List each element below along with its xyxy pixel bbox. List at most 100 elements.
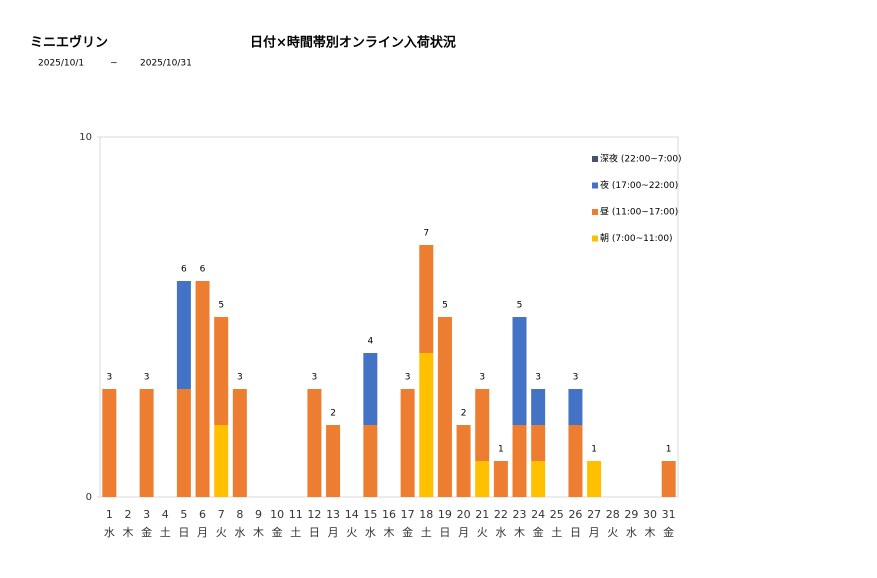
bar-segment: [102, 389, 117, 497]
total-label: 3: [312, 373, 318, 383]
x-tick-label: 24: [531, 508, 545, 521]
bar-segment: [307, 389, 322, 497]
bar-segment: [661, 461, 676, 497]
x-weekday-label: 木: [384, 526, 395, 539]
y-tick-label: 0: [86, 492, 92, 503]
y-tick-label: 10: [79, 132, 92, 143]
x-weekday-label: 月: [589, 526, 600, 539]
x-tick-label: 19: [438, 508, 452, 521]
date-from: 2025/10/1: [38, 59, 84, 69]
x-weekday-label: 月: [197, 526, 208, 539]
x-weekday-label: 土: [290, 526, 301, 539]
total-label: 3: [535, 373, 541, 383]
x-tick-label: 29: [624, 508, 638, 521]
x-weekday-label: 水: [495, 526, 506, 539]
legend-swatch: [592, 182, 598, 189]
x-tick-label: 7: [218, 508, 225, 521]
x-tick-label: 16: [382, 508, 396, 521]
x-weekday-label: 木: [122, 526, 133, 539]
bar-segment: [363, 353, 378, 425]
bar-segment: [139, 389, 154, 497]
x-tick-label: 5: [180, 508, 187, 521]
x-weekday-label: 土: [160, 526, 171, 539]
x-weekday-label: 火: [346, 526, 357, 539]
total-label: 3: [405, 373, 411, 383]
x-weekday-label: 火: [216, 526, 227, 539]
bar-segment: [456, 425, 471, 497]
x-weekday-label: 水: [104, 526, 115, 539]
x-weekday-label: 水: [365, 526, 376, 539]
legend-swatch: [592, 209, 598, 215]
x-tick-label: 26: [568, 508, 582, 521]
total-label: 2: [330, 409, 336, 419]
total-label: 4: [367, 337, 373, 347]
x-weekday-label: 土: [551, 526, 562, 539]
x-tick-label: 11: [289, 508, 303, 521]
total-label: 6: [181, 265, 187, 275]
x-weekday-label: 水: [626, 526, 637, 539]
bar-segment: [475, 461, 490, 497]
x-tick-label: 30: [643, 508, 657, 521]
x-tick-label: 20: [457, 508, 471, 521]
x-weekday-label: 木: [253, 526, 264, 539]
legend-label: 夜 (17:00~22:00): [600, 179, 678, 191]
plot-area: [99, 136, 679, 498]
bar-segment: [195, 281, 210, 497]
bar-segment: [475, 389, 490, 461]
legend-label: 朝 (7:00~11:00): [600, 233, 673, 244]
x-weekday-label: 日: [570, 526, 581, 539]
total-label: 3: [479, 373, 485, 383]
x-tick-label: 3: [143, 508, 150, 521]
x-tick-label: 21: [475, 508, 489, 521]
date-to: 2025/10/31: [140, 59, 192, 69]
total-label: 5: [517, 301, 523, 311]
x-weekday-label: 日: [309, 526, 320, 539]
bar-segment: [568, 425, 583, 497]
x-tick-label: 28: [606, 508, 620, 521]
shop-name: ミニエヴリン: [30, 35, 108, 51]
bar-segment: [587, 461, 602, 497]
bar-segment: [531, 461, 546, 497]
x-weekday-label: 火: [477, 526, 488, 539]
x-weekday-label: 日: [178, 526, 189, 539]
x-tick-label: 25: [550, 508, 564, 521]
legend-label: 深夜 (22:00~7:00): [600, 153, 682, 165]
bar-segment: [214, 425, 229, 497]
x-tick-label: 2: [124, 508, 131, 521]
x-weekday-label: 木: [645, 526, 656, 539]
bar-segment: [232, 389, 247, 497]
x-tick-label: 31: [662, 508, 676, 521]
x-tick-label: 18: [419, 508, 433, 521]
x-weekday-label: 金: [272, 525, 283, 539]
x-tick-label: 10: [270, 508, 284, 521]
total-label: 3: [237, 373, 243, 383]
x-weekday-label: 月: [328, 526, 339, 539]
x-weekday-label: 金: [663, 525, 674, 539]
x-weekday-label: 金: [402, 525, 413, 539]
bar-segment: [419, 245, 434, 353]
legend-swatch: [592, 235, 598, 242]
legend-label: 昼 (11:00~17:00): [600, 207, 678, 218]
x-tick-label: 17: [401, 508, 415, 521]
total-label: 7: [423, 229, 429, 239]
x-tick-label: 12: [307, 508, 321, 521]
x-tick-label: 1: [106, 508, 113, 521]
x-weekday-label: 水: [234, 526, 245, 539]
bar-segment: [419, 353, 434, 497]
bar-segment: [512, 317, 527, 425]
bar-segment: [493, 461, 508, 497]
bar-segment: [512, 425, 527, 497]
total-label: 3: [144, 373, 150, 383]
total-label: 6: [200, 265, 206, 275]
bar-segment: [176, 389, 191, 497]
x-tick-label: 15: [363, 508, 377, 521]
total-label: 1: [591, 445, 597, 455]
x-tick-label: 13: [326, 508, 340, 521]
total-label: 5: [218, 301, 224, 311]
bar-segment: [437, 317, 452, 497]
bar-segment: [531, 389, 546, 425]
x-weekday-label: 日: [439, 526, 450, 539]
total-label: 1: [666, 445, 672, 455]
x-tick-label: 4: [162, 508, 169, 521]
